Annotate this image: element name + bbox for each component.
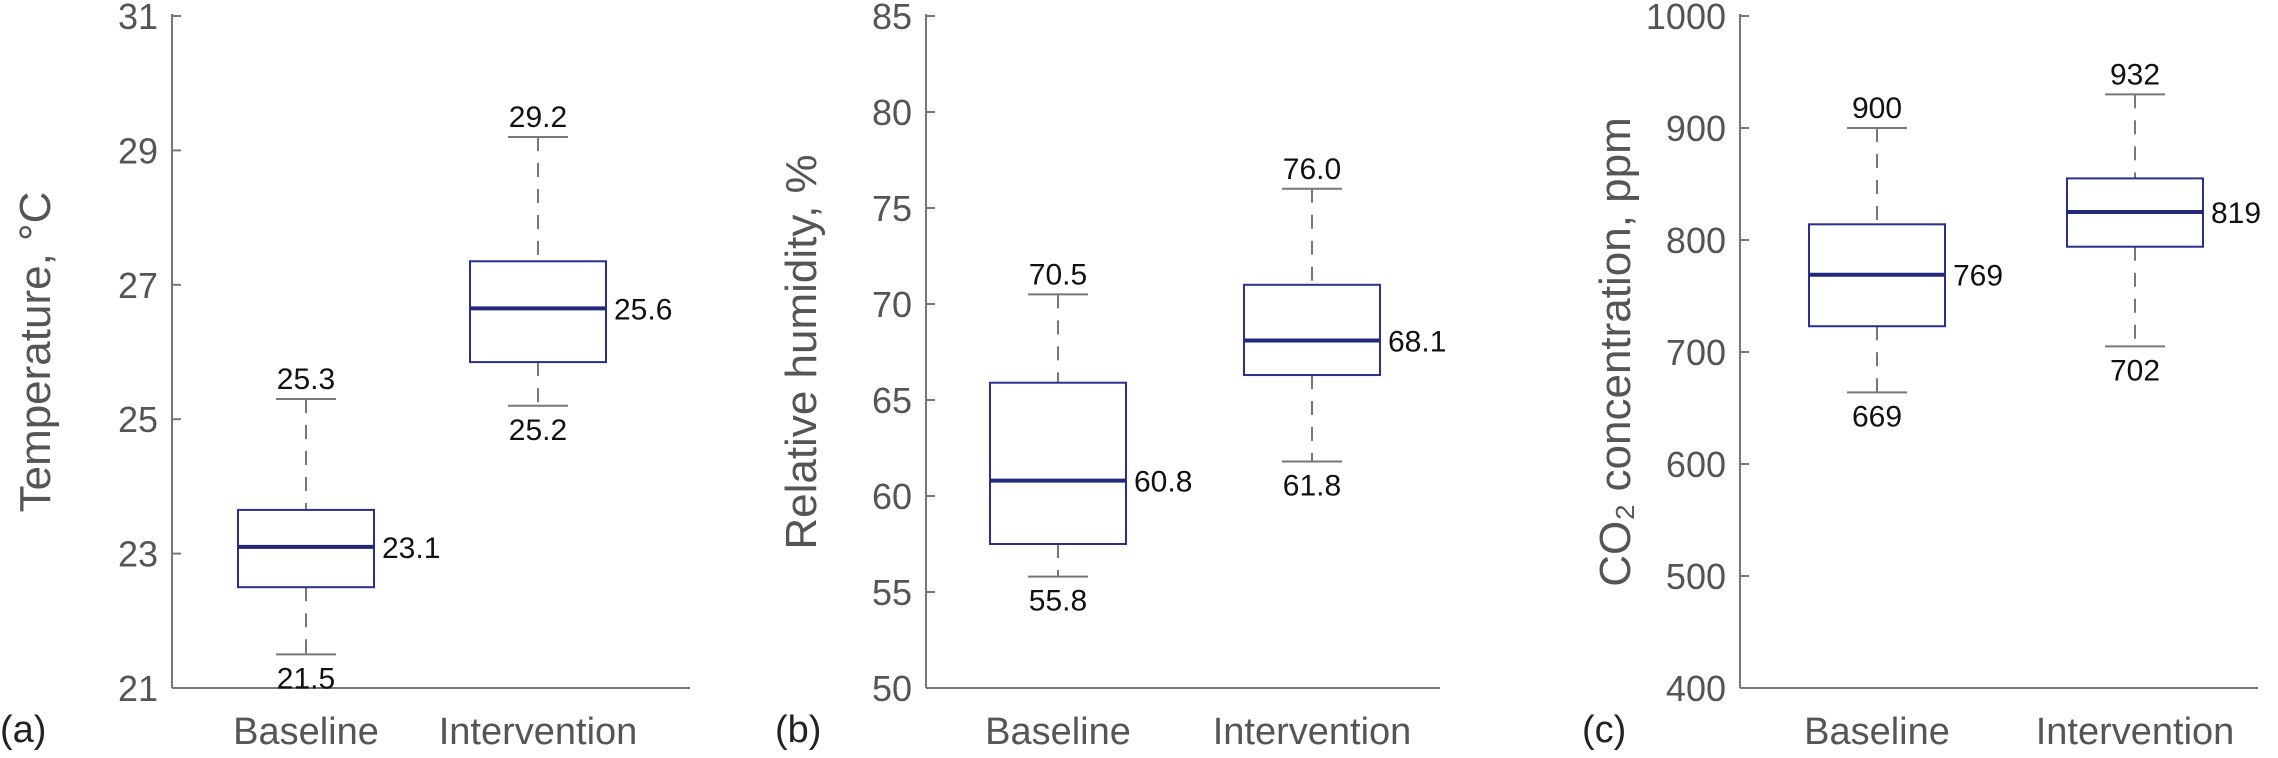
panel-label: (b) — [775, 709, 821, 751]
median-label: 819 — [2211, 197, 2261, 230]
chart-panel-b: 50 55 60 65 70 75 80 85 Relative humidity, % (b) 7… — [775, 0, 1446, 753]
y-tick-label: 80 — [872, 92, 912, 133]
y-tick-label: 1000 — [1646, 0, 1726, 37]
y-tick-label: 700 — [1666, 332, 1726, 373]
y-tick-label: 500 — [1666, 556, 1726, 597]
y-tick-label: 50 — [872, 668, 912, 709]
y-tick-label: 400 — [1666, 668, 1726, 709]
box-intervention: 932 702 819 — [2066, 58, 2261, 387]
y-tick-label: 60 — [872, 476, 912, 517]
y-tick-label: 23 — [118, 534, 158, 575]
x-category-label: Baseline — [233, 711, 379, 753]
y-tick-label: 55 — [872, 572, 912, 613]
whisker-high-label: 76.0 — [1283, 153, 1341, 186]
whisker-low-label: 61.8 — [1283, 469, 1341, 502]
y-axis-title: CO₂ concentration, ppm — [1591, 117, 1640, 587]
y-tick-label: 27 — [118, 265, 158, 306]
whisker-low-label: 669 — [1852, 400, 1902, 433]
y-tick-label: 25 — [118, 399, 158, 440]
y-tick-label: 800 — [1666, 220, 1726, 261]
whisker-low-label: 25.2 — [509, 414, 567, 447]
y-tick-label: 75 — [872, 188, 912, 229]
x-category-label: Intervention — [2036, 711, 2235, 753]
y-tick-label: 70 — [872, 284, 912, 325]
median-label: 25.6 — [614, 293, 672, 326]
box-iqr — [469, 260, 607, 364]
y-tick-label: 900 — [1666, 108, 1726, 149]
whisker-high-label: 29.2 — [509, 101, 567, 134]
box-baseline: 900 669 769 — [1808, 92, 2003, 433]
median-label: 68.1 — [1388, 325, 1446, 358]
whisker-high-label: 932 — [2110, 58, 2160, 91]
y-tick-label: 29 — [118, 130, 158, 171]
box-intervention: 76.0 61.8 68.1 — [1243, 153, 1446, 502]
whisker-high-label: 900 — [1852, 92, 1902, 125]
y-tick-label: 65 — [872, 380, 912, 421]
box-intervention: 29.2 25.2 25.6 — [469, 101, 672, 447]
x-category-label: Intervention — [439, 711, 638, 753]
chart-panel-c: 400 500 600 700 800 900 1000 CO₂ concentration,… — [1582, 0, 2261, 753]
panel-label: (c) — [1582, 709, 1626, 751]
y-tick-label: 31 — [118, 0, 158, 37]
y-tick-label: 21 — [118, 668, 158, 709]
box-baseline: 70.5 55.8 60.8 — [989, 258, 1192, 618]
y-tick-label: 600 — [1666, 444, 1726, 485]
median-label: 769 — [1953, 260, 2003, 293]
box-baseline: 25.3 21.5 23.1 — [237, 363, 440, 695]
chart-panel-a: 21 23 25 27 29 31 Temperature, °C (a) 25.3 21.5 23… — [0, 0, 690, 753]
panel-label: (a) — [0, 709, 46, 751]
median-label: 60.8 — [1134, 466, 1192, 499]
whisker-low-label: 702 — [2110, 354, 2160, 387]
box-iqr — [1243, 283, 1381, 377]
whisker-low-label: 21.5 — [277, 662, 335, 695]
whisker-low-label: 55.8 — [1029, 585, 1087, 618]
y-tick-label: 85 — [872, 0, 912, 37]
whisker-high-label: 25.3 — [277, 363, 335, 396]
x-category-label: Baseline — [1804, 711, 1950, 753]
box-iqr — [989, 381, 1127, 545]
x-category-label: Baseline — [985, 711, 1131, 753]
y-axis-title: Relative humidity, % — [777, 154, 826, 549]
median-label: 23.1 — [382, 532, 440, 565]
x-category-label: Intervention — [1213, 711, 1412, 753]
whisker-high-label: 70.5 — [1029, 258, 1087, 291]
y-axis-title: Temperature, °C — [11, 192, 60, 513]
